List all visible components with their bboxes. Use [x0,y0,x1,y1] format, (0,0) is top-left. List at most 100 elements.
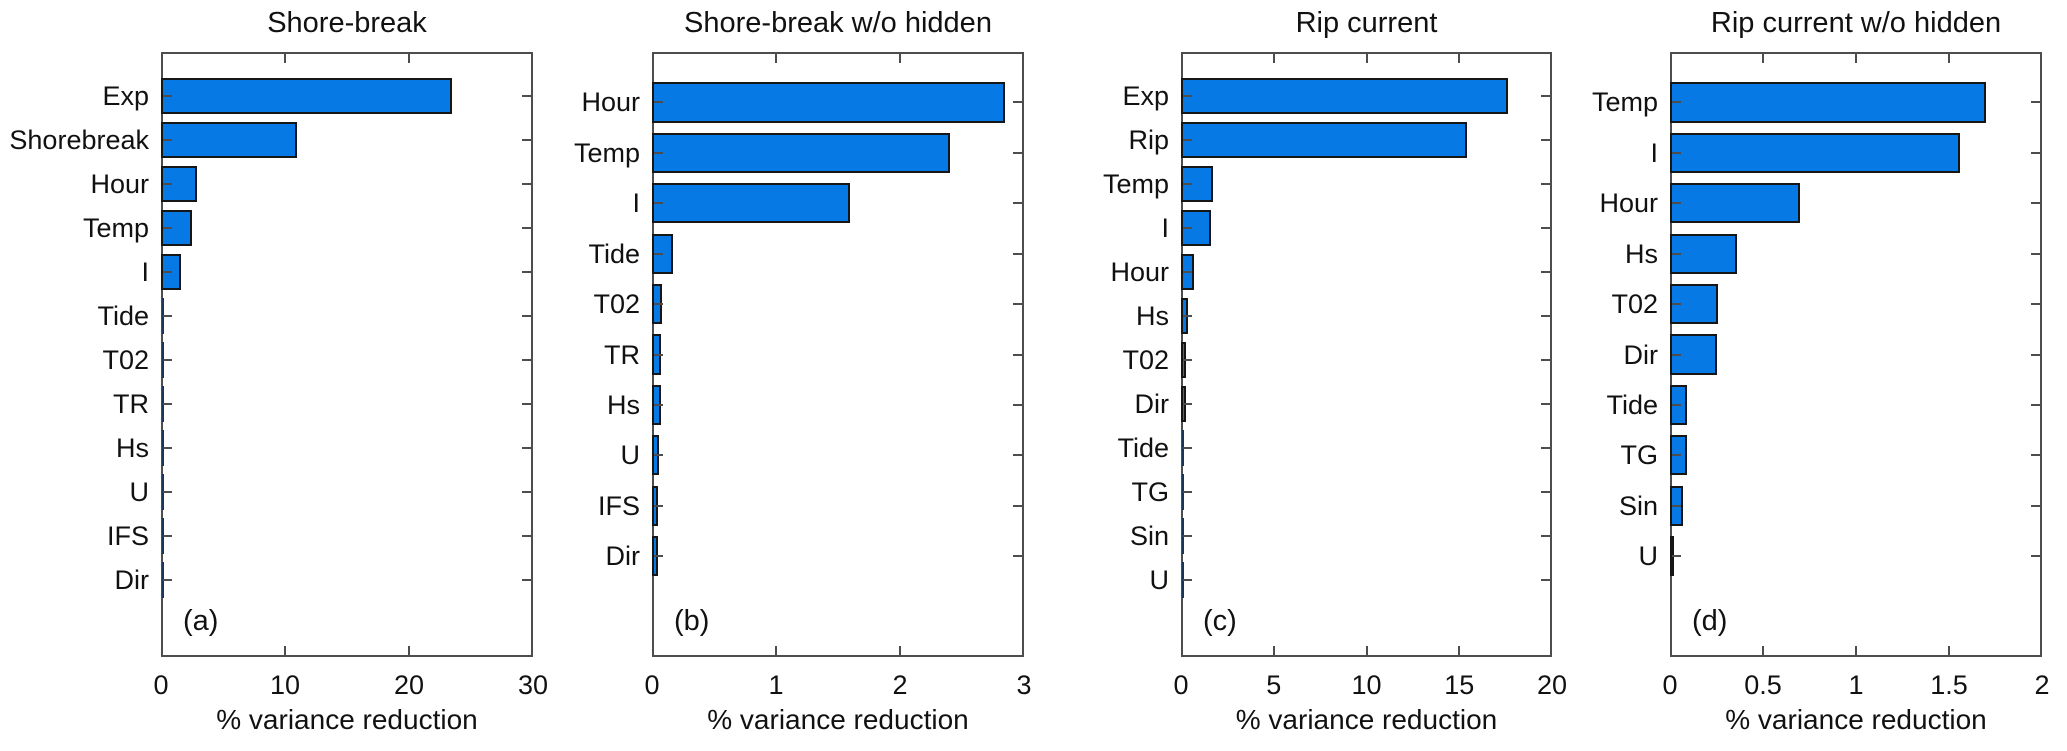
ytick-mark-left [1672,555,1681,558]
ytick-mark-right [1541,139,1550,141]
ytick-mark-right [2031,353,2040,356]
ytick-mark-right [1541,271,1550,273]
ytick-mark-right [2031,555,2040,558]
ytick-label-temp: Temp [1102,169,1169,199]
ytick-label-sin: Sin [1618,490,1658,521]
ytick-mark-left [1672,403,1681,406]
xtick-label: 0 [644,670,660,700]
xtick-mark-bottom [1458,646,1461,655]
ytick-mark-left [163,447,172,449]
xtick-label: 20 [1536,670,1568,700]
bar-hour [652,82,1006,123]
ytick-label-tide: Tide [1117,433,1169,463]
ytick-mark-left [1183,579,1192,581]
panel-c-title: Rip current [1295,7,1438,39]
bar-temp [1670,82,1987,123]
ytick-label-tide: Tide [97,301,149,331]
ytick-mark-right [522,271,531,273]
ytick-mark-left [163,271,172,273]
ytick-label-tg: TG [1620,440,1659,471]
ytick-label-exp: Exp [102,81,149,111]
panel-d-title: Rip current w/o hidden [1710,7,2002,39]
ytick-label-exp: Exp [1122,81,1169,111]
xtick-label: 1 [1848,670,1864,700]
xtick-mark-bottom [408,646,410,655]
xtick-mark-bottom [775,646,777,655]
xtick-mark-top [408,54,410,63]
xtick-label: 15 [1444,670,1475,700]
ytick-label-u: U [1149,565,1170,595]
ytick-mark-left [654,151,663,154]
xtick-label: 1 [768,670,784,700]
ytick-mark-left [654,353,663,356]
ytick-label-temp: Temp [1591,87,1658,118]
ytick-mark-right [1541,535,1550,537]
ytick-mark-right [2031,151,2040,154]
ytick-mark-right [522,447,531,449]
bar-exp [161,78,453,114]
panel-b-title: Shore-break w/o hidden [684,7,992,39]
xtick-mark-top [1272,54,1275,63]
ytick-label-hs: Hs [1625,238,1658,269]
ytick-mark-right [522,315,531,317]
ytick-label-hour: Hour [90,169,149,199]
ytick-label-ifs: IFS [597,490,640,521]
ytick-label-i: I [141,257,149,287]
ytick-mark-right [1541,447,1550,449]
ytick-mark-left [163,315,172,317]
xtick-label: 2 [892,670,908,700]
ytick-mark-left [1672,101,1681,104]
ytick-label-hs: Hs [1136,301,1169,331]
ytick-label-tr: TR [604,339,640,370]
ytick-mark-left [1672,202,1681,205]
ytick-mark-right [2031,454,2040,457]
xtick-mark-top [1458,54,1461,63]
ytick-label-sin: Sin [1129,521,1169,551]
xtick-label: 20 [393,670,425,700]
xtick-label: 5 [1266,670,1282,700]
ytick-label-dir: Dir [114,565,150,595]
ytick-mark-right [1541,227,1550,229]
ytick-mark-left [1183,95,1192,97]
ytick-mark-left [163,403,172,405]
xtick-label: 0 [1662,670,1678,700]
ytick-mark-left [1672,252,1681,255]
ytick-mark-left [163,579,172,581]
panel-letter: (b) [674,605,710,637]
ytick-mark-left [1183,491,1192,493]
bar-rip [1181,122,1467,158]
ytick-mark-right [522,491,531,493]
xtick-mark-bottom [1762,646,1764,655]
ytick-label-temp: Temp [573,137,640,168]
x-axis-label: % variance reduction [1235,704,1498,735]
ytick-label-tide: Tide [588,238,640,269]
ytick-mark-right [1541,579,1550,581]
ytick-label-temp: Temp [82,213,149,243]
xtick-mark-top [1365,54,1368,63]
ytick-mark-left [1183,535,1192,537]
xtick-mark-bottom [1948,646,1950,655]
ytick-label-u: U [620,440,641,471]
ytick-label-shorebreak: Shorebreak [9,125,149,155]
ytick-mark-left [1183,403,1192,405]
xtick-label: 10 [1351,670,1382,700]
ytick-mark-right [1013,303,1022,306]
bar-exp [1181,78,1508,114]
ytick-label-t02: T02 [1611,289,1658,320]
xtick-mark-top [1762,54,1764,63]
panel-letter: (a) [183,605,219,637]
ytick-label-t02: T02 [102,345,149,375]
ytick-label-i: I [632,188,640,219]
panel-letter: (d) [1692,605,1728,637]
ytick-mark-right [2031,504,2040,507]
ytick-mark-right [2031,101,2040,104]
xtick-mark-bottom [284,646,286,655]
ytick-mark-right [2031,252,2040,255]
ytick-mark-right [1541,359,1550,361]
ytick-label-t02: T02 [1122,345,1169,375]
xtick-mark-top [775,54,777,63]
xtick-label: 10 [269,670,301,700]
ytick-mark-right [1541,183,1550,185]
ytick-mark-right [1013,202,1022,205]
ytick-label-rip: Rip [1128,125,1169,155]
